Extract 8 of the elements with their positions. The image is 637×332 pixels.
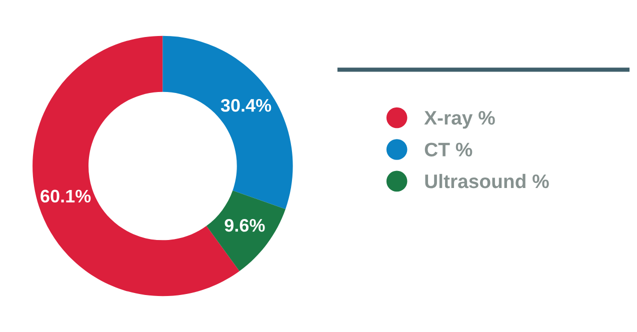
donut-slice [206, 190, 286, 272]
donut-slice [162, 36, 293, 210]
legend-label: CT % [424, 142, 472, 156]
legend-label: X-ray % [424, 111, 495, 129]
data-label: 60.1% [40, 190, 91, 203]
data-label: 9.6% [224, 218, 265, 232]
data-label: 30.4% [220, 98, 272, 112]
legend-label: Ultrasound % [425, 174, 549, 188]
